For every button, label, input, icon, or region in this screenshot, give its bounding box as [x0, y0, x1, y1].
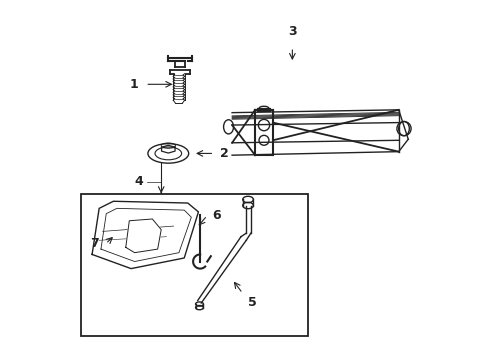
Text: 6: 6 [212, 209, 221, 222]
Text: 4: 4 [135, 175, 143, 188]
Polygon shape [92, 201, 198, 269]
Text: 5: 5 [247, 296, 256, 309]
Polygon shape [125, 219, 161, 253]
Text: 7: 7 [90, 237, 99, 250]
Text: 1: 1 [129, 78, 138, 91]
Bar [81, 194, 307, 336]
Ellipse shape [242, 196, 253, 203]
Text: 2: 2 [219, 147, 228, 160]
Text: 3: 3 [287, 25, 296, 38]
